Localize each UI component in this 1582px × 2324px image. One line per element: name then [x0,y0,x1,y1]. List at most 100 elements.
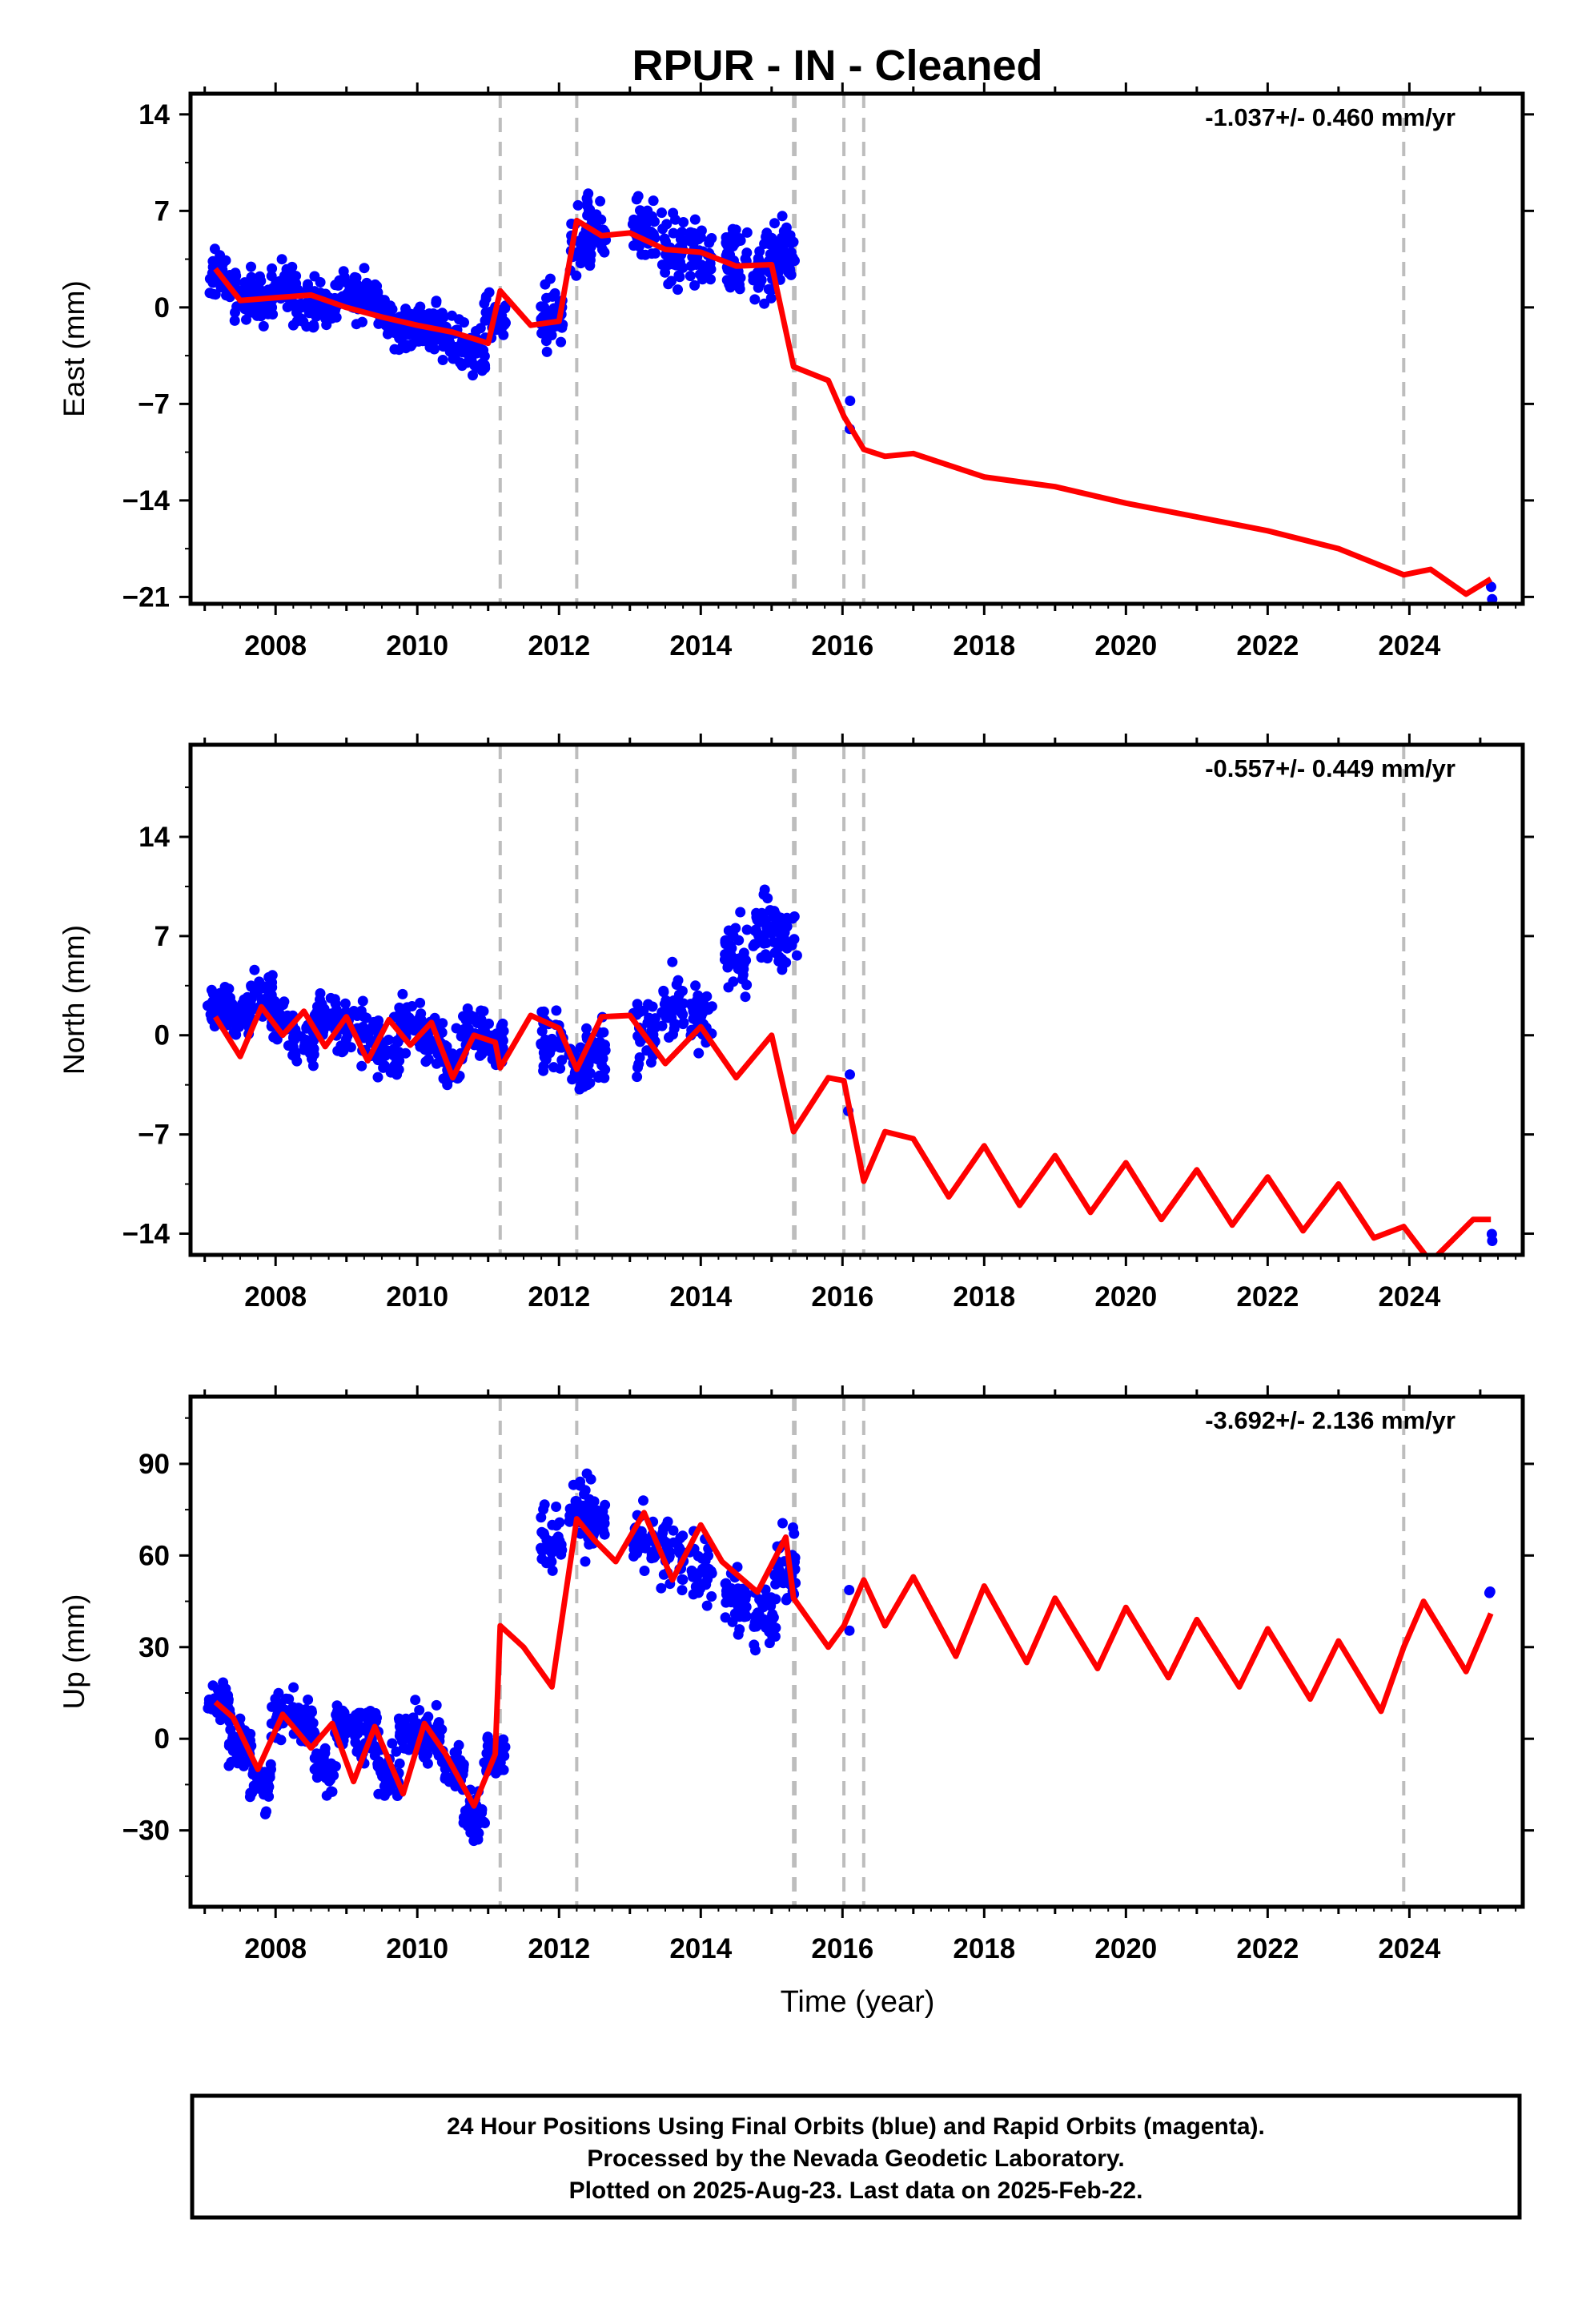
panel-east: 14 7 0 −7 −14 −21 2008 2010 2012 2014 2016 2018 2020… [58,82,1534,661]
observation-point [741,955,752,966]
y-axis-label-east: East (mm) [58,280,90,417]
observation-point [249,964,260,975]
observation-point [267,263,278,274]
observation-point [419,333,430,344]
observation-point [844,1585,855,1595]
observation-point [351,1716,362,1727]
observation-point [735,907,746,918]
observation-point [741,227,753,238]
y-tick-label-up: 30 [139,1632,170,1663]
observation-point [536,328,548,339]
observation-point [458,1817,469,1828]
observation-point [387,1738,398,1749]
observation-point [600,1499,611,1510]
observation-point [776,927,787,938]
observation-point [431,1699,442,1711]
observation-point [628,1544,640,1555]
observation-point [309,1752,320,1763]
observation-points-north [202,884,1498,1246]
y-tick-label-up: −30 [122,1815,170,1847]
observation-point [357,995,368,1007]
rate-annotation-up: -3.692+/- 2.136 mm/yr [1205,1406,1456,1434]
footer-frame [190,2093,1522,2220]
observation-point [288,1682,299,1693]
observation-point [400,1047,412,1059]
observation-point [437,1018,448,1029]
observation-point [631,194,642,205]
observation-point [689,279,701,291]
observation-point [648,1029,659,1040]
x-tick-label-east: 2016 [811,630,873,661]
observation-point [721,238,732,249]
observation-point [316,1763,327,1774]
observation-point [227,999,238,1009]
observation-point [773,955,785,967]
observation-point [544,1047,556,1059]
observation-point [685,999,697,1010]
observation-point [600,1039,610,1051]
observation-point [339,1729,350,1740]
observation-point [323,1775,335,1787]
observation-point [693,1047,705,1059]
y-tick-label-north: 7 [155,921,170,952]
observation-point [844,1625,855,1636]
observation-point [468,347,479,358]
x-tick-label-east: 2014 [669,630,732,661]
observation-point [215,987,226,999]
observation-point [226,1740,237,1751]
observation-point [385,1781,396,1792]
observation-point [267,309,279,320]
observation-point [384,1046,396,1057]
observation-point [479,298,490,309]
observation-point [541,346,552,357]
observation-point [698,999,709,1010]
observation-point [658,985,669,996]
observation-point [419,1752,430,1763]
observation-point [598,1027,609,1038]
observation-point [215,1004,227,1015]
x-tick-label-up: 2016 [811,1933,873,1964]
observation-point [706,233,717,243]
x-tick-label-up: 2024 [1378,1933,1440,1964]
observation-point [314,1013,325,1024]
observation-point [540,336,552,347]
observation-point [414,1705,425,1715]
observation-point [660,236,671,247]
observation-point [599,247,610,258]
observation-point [564,1516,575,1527]
x-tick-label-up: 2022 [1236,1933,1299,1964]
observation-point [789,934,800,945]
observation-point [777,1518,788,1529]
observation-point [547,1033,557,1044]
footer-line-2: Processed by the Nevada Geodetic Laborat… [587,2145,1124,2172]
observation-point [276,254,287,265]
observation-point [379,1769,390,1780]
observation-point [415,997,426,1008]
observation-point [785,238,797,249]
x-tick-label-north: 2022 [1236,1281,1299,1313]
y-tick-label-east: 0 [155,292,170,324]
observation-point [760,949,771,960]
observation-point [667,1006,678,1017]
observation-point [552,1531,564,1542]
observation-point [733,935,745,946]
observation-point [750,1645,761,1656]
x-tick-label-east: 2022 [1236,630,1299,661]
x-tick-label-up: 2010 [386,1933,448,1964]
observation-point [466,355,477,366]
observation-point [670,1019,681,1030]
observation-point [753,275,765,285]
observation-point [741,1610,752,1622]
observation-point [254,976,265,987]
observation-point [337,291,348,302]
observation-point [538,1504,549,1515]
observation-point [291,1028,302,1039]
observation-point [283,1694,295,1705]
observation-point [664,1032,674,1043]
observation-point [587,216,598,227]
observation-point [661,219,673,230]
observation-point [789,255,800,267]
observation-point [595,1051,606,1063]
observation-point [769,218,780,229]
observation-point [785,247,797,258]
